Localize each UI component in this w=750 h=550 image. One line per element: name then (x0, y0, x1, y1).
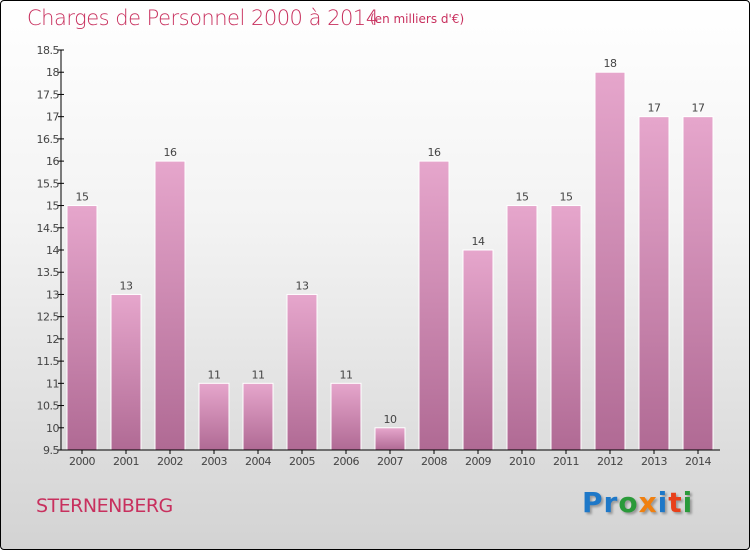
data-label-2008: 16 (428, 146, 441, 159)
y-tick-18: 18 (46, 66, 59, 79)
data-label-2013: 17 (648, 102, 661, 115)
y-tick-16: 16 (46, 155, 59, 168)
x-tick-2001: 2001 (113, 455, 139, 468)
y-tick-12.5: 12.5 (37, 311, 60, 324)
bar-2001 (110, 293, 142, 451)
logo-letter: i (682, 486, 694, 519)
bar-2014 (682, 116, 714, 451)
x-tick-2008: 2008 (421, 455, 447, 468)
bar-2003 (198, 382, 230, 451)
data-label-2006: 11 (340, 368, 353, 381)
data-label-2014: 17 (692, 102, 705, 115)
x-tick-2000: 2000 (69, 455, 95, 468)
x-tick-2007: 2007 (377, 455, 403, 468)
x-tick-2009: 2009 (465, 455, 491, 468)
y-tick-18.5: 18.5 (37, 44, 60, 57)
bar-2005 (286, 293, 318, 451)
data-label-2011: 15 (560, 191, 573, 204)
x-tick-2011: 2011 (553, 455, 579, 468)
bar-2013 (638, 116, 670, 451)
y-tick-13: 13 (46, 288, 59, 301)
x-tick-2006: 2006 (333, 455, 359, 468)
x-tick-2014: 2014 (685, 455, 711, 468)
logo-letter: o (618, 486, 639, 519)
bar-2012 (594, 71, 626, 451)
data-label-2005: 13 (296, 279, 309, 292)
x-tick-2005: 2005 (289, 455, 315, 468)
bar-2004 (242, 382, 274, 451)
bar-2011 (550, 205, 582, 451)
bar-2007 (374, 427, 406, 451)
chart-title: Charges de Personnel 2000 à 2014 (27, 6, 379, 30)
logo-letter: P (582, 486, 604, 519)
y-tick-17: 17 (46, 111, 59, 124)
x-tick-2004: 2004 (245, 455, 271, 468)
bar-2008 (418, 160, 450, 451)
y-tick-10: 10 (46, 422, 59, 435)
y-tick-14.5: 14.5 (37, 222, 60, 235)
data-label-2000: 15 (76, 191, 89, 204)
bar-2002 (154, 160, 186, 451)
x-tick-2012: 2012 (597, 455, 623, 468)
y-tick-10.5: 10.5 (37, 400, 60, 413)
x-tick-2013: 2013 (641, 455, 667, 468)
y-tick-9.5: 9.5 (43, 444, 59, 457)
y-tick-12: 12 (46, 333, 59, 346)
y-tick-13.5: 13.5 (37, 266, 60, 279)
bar-2010 (506, 205, 538, 451)
data-label-2007: 10 (384, 413, 397, 426)
bar-2000 (66, 205, 98, 451)
x-tick-2010: 2010 (509, 455, 535, 468)
data-label-2002: 16 (164, 146, 177, 159)
data-label-2004: 11 (252, 368, 265, 381)
data-label-2003: 11 (208, 368, 221, 381)
bar-2009 (462, 249, 494, 451)
y-tick-15: 15 (46, 200, 59, 213)
logo-letter: i (657, 486, 669, 519)
x-tick-2002: 2002 (157, 455, 183, 468)
chart-subtitle: (en milliers d'€) (370, 12, 465, 26)
proxiti-logo: Proxiti (582, 486, 693, 519)
logo-letter: x (638, 486, 658, 519)
data-label-2010: 15 (516, 191, 529, 204)
y-tick-16.5: 16.5 (37, 133, 60, 146)
y-tick-11: 11 (46, 377, 59, 390)
data-label-2001: 13 (120, 279, 133, 292)
logo-letter: t (668, 486, 683, 519)
y-tick-11.5: 11.5 (37, 355, 60, 368)
y-tick-14: 14 (46, 244, 59, 257)
bar-2006 (330, 382, 362, 451)
data-label-2012: 18 (604, 57, 617, 70)
y-tick-15.5: 15.5 (37, 177, 60, 190)
logo-letter: r (603, 486, 619, 519)
x-tick-2003: 2003 (201, 455, 227, 468)
commune-name: STERNENBERG (36, 495, 173, 517)
y-tick-17.5: 17.5 (37, 88, 60, 101)
data-label-2009: 14 (472, 235, 485, 248)
